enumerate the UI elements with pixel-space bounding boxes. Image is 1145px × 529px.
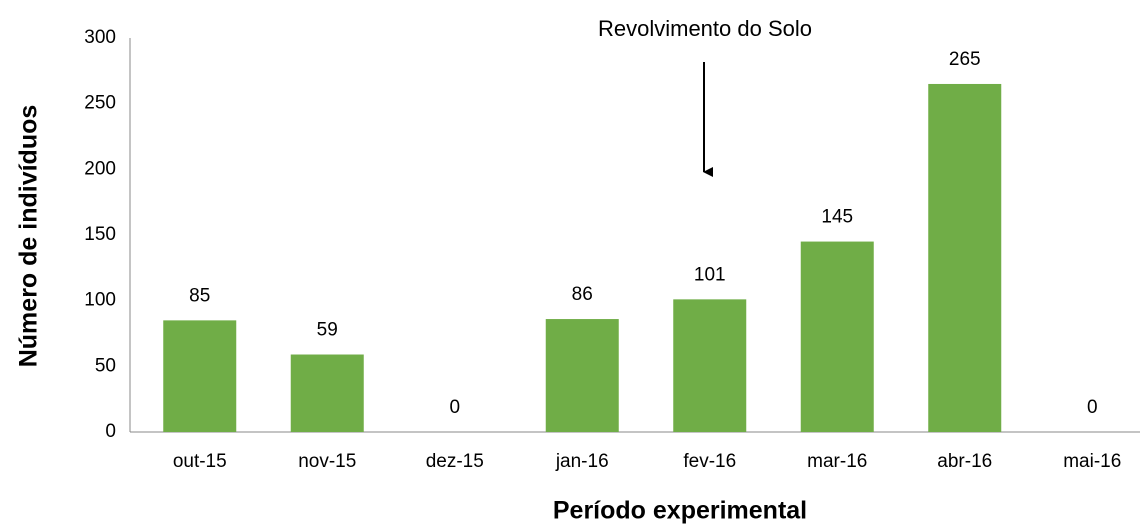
x-tick-label: dez-15 xyxy=(426,451,484,472)
bar xyxy=(673,299,747,432)
y-tick-label: 100 xyxy=(84,290,116,311)
y-tick-label: 150 xyxy=(84,224,116,245)
value-label: 85 xyxy=(189,285,210,306)
annotation: Revolvimento do Solo xyxy=(598,16,812,41)
bar xyxy=(163,320,237,432)
y-tick-label: 50 xyxy=(95,355,116,376)
bar xyxy=(928,83,1002,432)
x-tick-label: nov-15 xyxy=(298,451,356,472)
value-label: 86 xyxy=(572,284,593,305)
value-label: 0 xyxy=(449,397,460,418)
x-tick-label: jan-16 xyxy=(555,451,609,472)
y-tick-label: 200 xyxy=(84,158,116,179)
x-tick-label: out-15 xyxy=(173,451,227,472)
x-tick-label: fev-16 xyxy=(683,451,736,472)
bar xyxy=(290,354,364,432)
y-tick-label: 0 xyxy=(105,421,116,442)
y-tick-label: 250 xyxy=(84,93,116,114)
y-axis-title: Número de indivíduos xyxy=(15,105,43,368)
value-label: 145 xyxy=(821,207,853,228)
x-tick-label: mai-16 xyxy=(1063,451,1121,472)
value-label: 59 xyxy=(317,320,338,341)
value-label: 101 xyxy=(694,264,726,285)
value-label: 0 xyxy=(1087,397,1098,418)
x-axis-title: Período experimental xyxy=(553,497,807,525)
x-tick-label: mar-16 xyxy=(807,451,867,472)
value-label: 265 xyxy=(949,49,981,70)
bar xyxy=(545,319,619,432)
y-tick-label: 300 xyxy=(84,27,116,48)
x-tick-label: abr-16 xyxy=(937,451,992,472)
bar xyxy=(800,241,874,432)
